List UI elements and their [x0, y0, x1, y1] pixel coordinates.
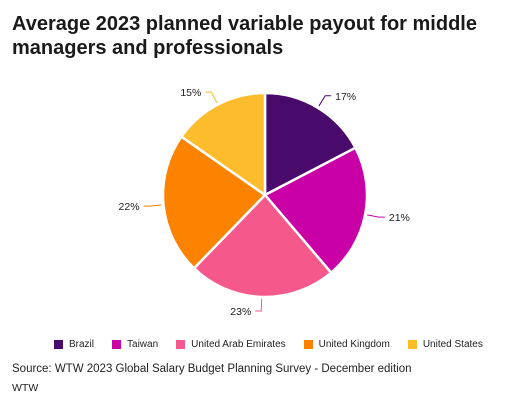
legend-label: Brazil	[69, 338, 95, 350]
legend-label: United States	[422, 338, 483, 350]
pie-slice-united-arab-emirates	[192, 193, 333, 299]
leader-line	[205, 91, 218, 104]
slice-label: 15%	[180, 87, 201, 99]
legend-swatch	[54, 339, 63, 349]
pie-slice-united-kingdom	[161, 134, 267, 271]
legend-item: Taiwan	[112, 339, 158, 350]
legend-swatch	[112, 339, 122, 349]
leader-line	[366, 214, 385, 218]
pie-slice-united-states	[179, 91, 267, 198]
pie-slice-taiwan	[263, 146, 369, 275]
legend-label: United Arab Emirates	[191, 338, 286, 350]
legend-item: Brazil	[54, 339, 94, 350]
slice-label: 22%	[119, 201, 140, 213]
slice-label: 23%	[230, 306, 251, 318]
pie-chart-svg: 17% 21% 23% 22% 15%	[119, 87, 410, 318]
legend-swatch	[176, 339, 186, 349]
leader-line	[255, 298, 263, 312]
pie-slice-brazil	[263, 91, 358, 198]
legend-swatch	[407, 339, 417, 349]
legend-item: United Kingdom	[303, 338, 390, 350]
leader-line	[143, 204, 162, 207]
slice-label: 17%	[335, 91, 356, 103]
leader-line	[318, 95, 332, 107]
chart-legend: Brazil Taiwan United Arab Emirates United K…	[54, 336, 504, 352]
source-note: Source: WTW 2023 Global Salary Budget Pl…	[12, 363, 412, 375]
credit-text: WTW	[12, 382, 39, 394]
pie-chart: 17% 21% 23% 22% 15%	[0, 70, 508, 330]
legend-label: United Kingdom	[318, 338, 390, 350]
legend-item: United States	[407, 338, 483, 350]
legend-swatch	[303, 339, 313, 349]
legend-item: United Arab Emirates	[176, 339, 286, 350]
slice-label: 21%	[389, 212, 410, 224]
legend-label: Taiwan	[127, 338, 159, 350]
chart-title: Average 2023 planned variable payout for…	[12, 13, 477, 59]
